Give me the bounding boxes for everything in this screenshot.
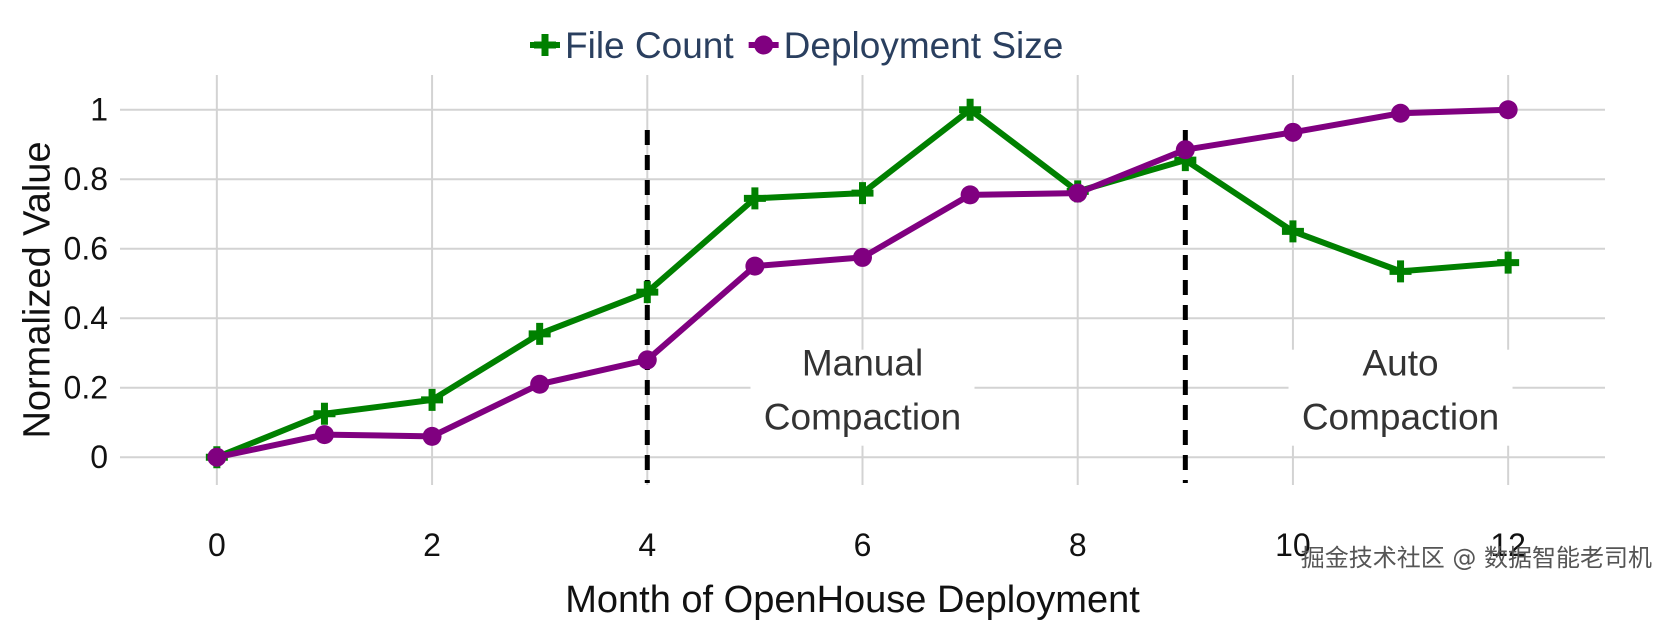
y-tick-label: 0.6	[64, 231, 108, 267]
data-point	[534, 34, 556, 56]
data-point	[421, 388, 444, 411]
x-tick-label: 8	[1069, 527, 1087, 563]
data-point	[528, 322, 551, 345]
data-point	[743, 187, 766, 210]
series-deployment-size	[207, 100, 1518, 467]
data-point	[754, 35, 774, 55]
data-point	[1389, 260, 1412, 283]
data-point	[1175, 140, 1195, 160]
annotation-label: Compaction	[764, 397, 961, 438]
annotation-background	[1288, 349, 1513, 446]
annotation-label: Auto	[1362, 343, 1438, 384]
x-tick-labels: 0 2 4 6 8 10 12	[208, 527, 1526, 563]
legend-label: Deployment Size	[784, 25, 1064, 66]
data-point	[1281, 220, 1304, 243]
data-point	[959, 98, 982, 121]
annotation-label: Manual	[802, 343, 923, 384]
data-point	[313, 402, 336, 425]
compaction-boundaries	[644, 130, 1188, 483]
annotation-label: Compaction	[1302, 397, 1499, 438]
legend-item: Deployment Size	[748, 25, 1064, 66]
data-point	[207, 447, 227, 467]
legend-item: File Count	[530, 25, 734, 66]
watermark: 掘金技术社区 @ 数据智能老司机	[1301, 544, 1652, 572]
x-tick-label: 4	[638, 527, 656, 563]
x-tick-label: 10	[1275, 527, 1311, 563]
data-point	[422, 426, 442, 446]
data-point	[314, 425, 334, 445]
data-point	[1498, 100, 1518, 120]
x-tick-label: 12	[1490, 527, 1526, 563]
annotations: Manual Compaction Auto Compaction	[750, 343, 1513, 446]
data-point	[1283, 122, 1303, 142]
y-tick-label: 0	[90, 439, 108, 475]
y-tick-labels: 0 0.2 0.4 0.6 0.8 1	[64, 92, 108, 475]
data-point	[637, 350, 657, 370]
data-series	[205, 98, 1520, 469]
y-tick-label: 0.2	[64, 370, 108, 406]
y-tick-label: 0.8	[64, 161, 108, 197]
y-tick-label: 1	[90, 92, 108, 128]
y-tick-label: 0.4	[64, 300, 108, 336]
data-point	[636, 281, 659, 304]
data-point	[1391, 103, 1411, 123]
annotation-background	[750, 349, 975, 446]
data-point	[960, 185, 980, 205]
data-point	[1497, 251, 1520, 274]
x-tick-label: 0	[208, 527, 226, 563]
y-axis-title: Normalized Value	[16, 141, 58, 438]
x-tick-label: 2	[423, 527, 441, 563]
legend: File Count Deployment Size	[530, 25, 1063, 66]
data-point	[851, 182, 874, 205]
x-tick-label: 6	[854, 527, 872, 563]
legend-label: File Count	[565, 25, 734, 66]
data-point	[530, 374, 550, 394]
x-axis-title: Month of OpenHouse Deployment	[565, 579, 1140, 621]
data-point	[745, 256, 765, 276]
data-point	[853, 247, 872, 267]
data-point	[1068, 183, 1088, 203]
